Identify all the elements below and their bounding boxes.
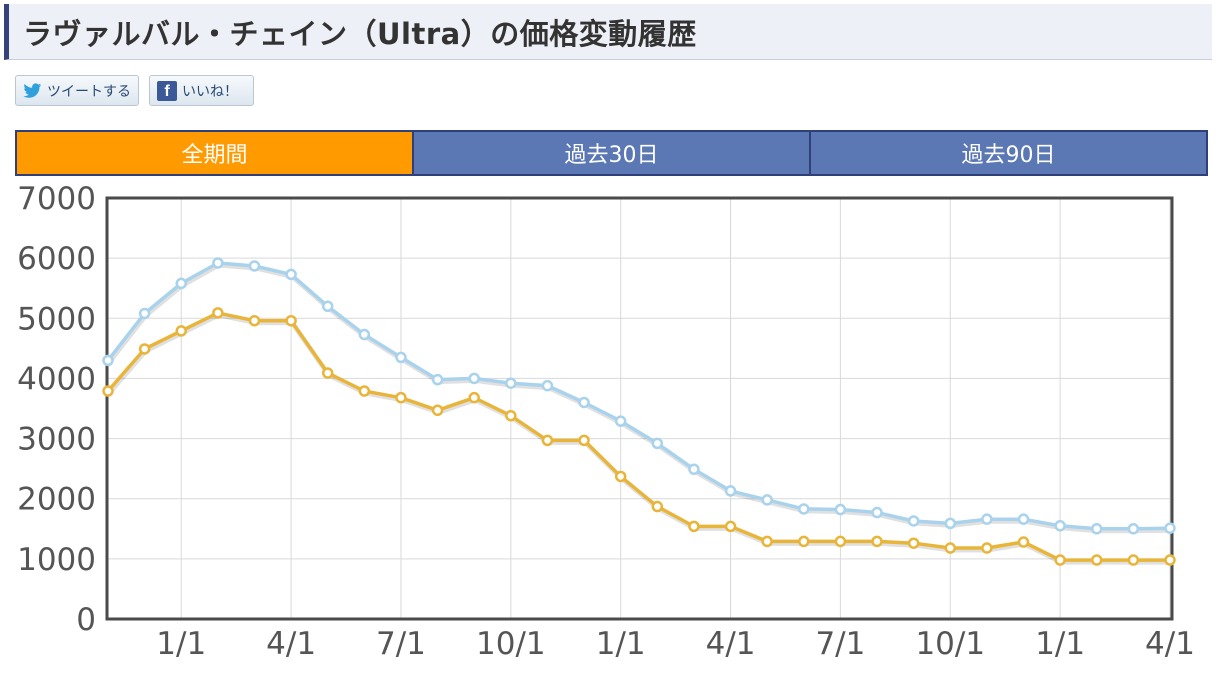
x-tick-label: 1/1 — [596, 626, 646, 662]
data-point-lower — [138, 343, 151, 355]
data-point-upper — [541, 379, 554, 392]
data-point-upper — [505, 377, 517, 389]
facebook-icon: f — [157, 80, 177, 101]
like-label: いいね！ — [182, 83, 238, 100]
tab-past-30-days[interactable]: 過去30日 — [412, 132, 809, 174]
data-point-lower — [358, 385, 371, 397]
price-history-chart: 0 1000 2000 3000 4000 5000 6000 7000 1/1 4/1 7/1 10… — [17, 181, 1195, 662]
data-point-lower — [321, 367, 334, 379]
tweet-button[interactable]: ツイートする — [15, 75, 139, 106]
data-point-lower — [212, 307, 224, 319]
data-point-lower — [651, 500, 664, 513]
plot-area — [107, 198, 1172, 619]
data-point-upper — [175, 277, 187, 290]
data-point-lower — [248, 314, 261, 327]
data-point-lower — [578, 434, 590, 447]
data-point-lower — [871, 535, 883, 548]
data-point-upper — [212, 257, 224, 269]
data-point-upper — [1054, 520, 1066, 532]
data-point-upper — [724, 485, 737, 497]
data-point-upper — [614, 415, 627, 427]
data-point-upper — [1091, 523, 1103, 535]
data-point-lower — [688, 520, 700, 533]
data-point-lower — [1091, 554, 1103, 566]
data-point-lower — [505, 409, 517, 422]
data-point-lower — [907, 537, 920, 549]
y-tick-label: 1000 — [17, 542, 96, 578]
x-tick-label: 10/1 — [476, 626, 546, 662]
data-point-upper — [871, 506, 883, 519]
data-point-upper — [1017, 513, 1030, 525]
x-tick-label: 7/1 — [376, 626, 426, 662]
data-point-lower — [395, 391, 407, 404]
data-point-upper — [578, 396, 590, 409]
data-point-upper — [761, 494, 773, 506]
tab-past-90-days[interactable]: 過去90日 — [809, 132, 1206, 174]
data-point-lower — [724, 520, 737, 533]
data-point-lower — [431, 404, 444, 417]
data-point-upper — [981, 513, 993, 525]
series-lower-line — [106, 311, 1170, 562]
data-point-lower — [541, 434, 554, 447]
data-point-upper — [1127, 523, 1140, 535]
data-point-upper — [1164, 522, 1176, 534]
data-point-upper — [688, 463, 700, 475]
data-point-upper — [358, 328, 371, 341]
data-point-upper — [285, 268, 297, 281]
data-point-lower — [1054, 554, 1066, 566]
data-point-lower — [1127, 554, 1140, 566]
y-tick-label: 7000 — [17, 181, 96, 217]
data-point-upper — [102, 354, 114, 367]
x-tick-label: 4/1 — [266, 626, 316, 662]
y-tick-label: 3000 — [17, 422, 96, 458]
data-point-lower — [944, 542, 957, 554]
data-point-upper — [834, 503, 847, 516]
data-point-upper — [798, 503, 810, 515]
data-point-upper — [651, 437, 664, 450]
x-tick-label: 10/1 — [915, 626, 985, 662]
data-point-lower — [102, 385, 114, 397]
data-point-lower — [285, 314, 297, 327]
data-point-upper — [248, 260, 261, 272]
series-upper-line — [106, 261, 1171, 531]
data-point-lower — [981, 542, 993, 554]
y-tick-label: 2000 — [17, 482, 96, 518]
x-tick-label: 1/1 — [1035, 626, 1085, 662]
data-point-lower — [1164, 554, 1176, 566]
data-point-upper — [431, 373, 444, 386]
y-tick-label: 6000 — [17, 241, 96, 277]
x-tick-label: 4/1 — [706, 626, 756, 662]
data-point-lower — [761, 535, 773, 548]
period-tabs: 全期間 過去30日 過去90日 — [15, 130, 1208, 176]
data-point-lower — [1017, 536, 1030, 548]
y-tick-label: 4000 — [17, 361, 96, 397]
y-tick-label: 5000 — [17, 301, 96, 337]
data-point-lower — [175, 325, 187, 337]
title-bar: ラヴァルバル・チェイン（Ultra）の価格変動履歴 — [4, 4, 1212, 60]
data-point-lower — [834, 535, 847, 548]
tab-all-period[interactable]: 全期間 — [17, 132, 412, 174]
data-point-lower — [468, 391, 480, 404]
data-point-upper — [944, 517, 957, 530]
data-point-upper — [321, 300, 334, 313]
x-tick-label: 1/1 — [156, 626, 206, 662]
y-tick-label: 0 — [76, 602, 96, 638]
data-point-upper — [468, 372, 480, 385]
plot-frame — [105, 196, 1174, 621]
data-point-upper — [138, 307, 151, 320]
data-point-upper — [395, 351, 407, 364]
page-title: ラヴァルバル・チェイン（Ultra）の価格変動履歴 — [23, 16, 697, 51]
data-point-upper — [907, 515, 920, 527]
x-tick-label: 4/1 — [1145, 626, 1195, 662]
data-point-lower — [614, 470, 627, 483]
data-point-lower — [798, 535, 810, 548]
like-button[interactable]: f いいね！ — [149, 75, 254, 106]
twitter-bird-icon — [23, 82, 42, 98]
x-tick-label: 7/1 — [815, 626, 865, 662]
tweet-label: ツイートする — [47, 83, 131, 100]
